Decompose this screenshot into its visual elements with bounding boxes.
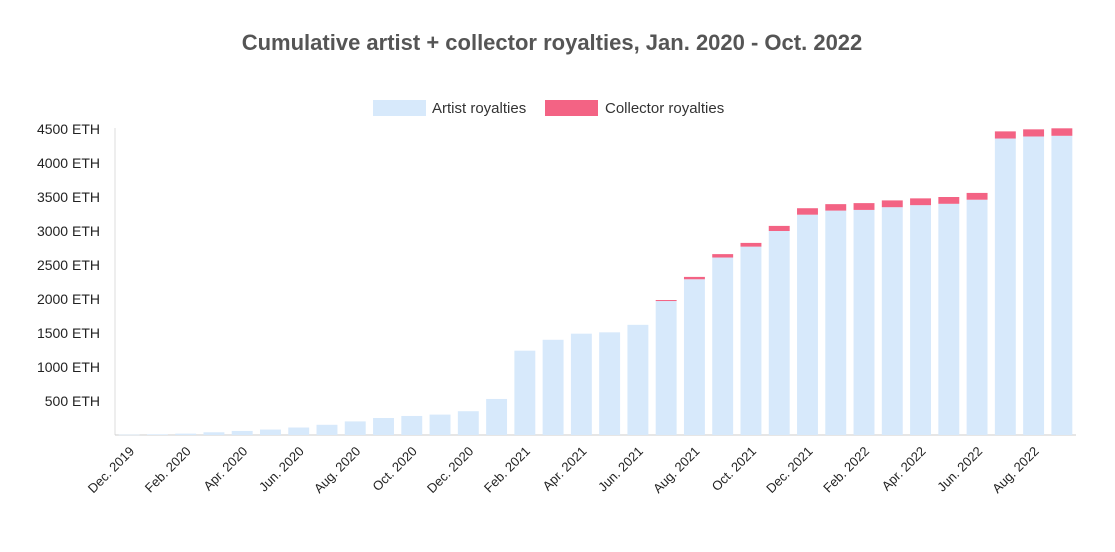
y-tick-label-3500: 3500 ETH bbox=[37, 189, 100, 205]
bar-collector-30[interactable] bbox=[966, 192, 988, 200]
y-tick-label-4500: 4500 ETH bbox=[37, 121, 100, 137]
bar-collector-25[interactable] bbox=[825, 204, 847, 211]
x-tick-label-14: Feb. 2021 bbox=[481, 444, 533, 496]
bar-collector-21[interactable] bbox=[712, 254, 734, 258]
x-tick-label-18: Jun. 2021 bbox=[595, 444, 646, 495]
bar-collector-26[interactable] bbox=[853, 203, 875, 210]
bar-collector-33[interactable] bbox=[1051, 128, 1073, 136]
y-tick-label-4000: 4000 ETH bbox=[37, 155, 100, 171]
bar-artist-12[interactable] bbox=[457, 411, 479, 435]
bar-artist-10[interactable] bbox=[401, 415, 423, 435]
y-tick-label-2500: 2500 ETH bbox=[37, 257, 100, 273]
bar-artist-4[interactable] bbox=[231, 430, 253, 435]
bar-artist-5[interactable] bbox=[260, 429, 281, 435]
y-tick-label-3000: 3000 ETH bbox=[37, 223, 100, 239]
x-tick-label-26: Feb. 2022 bbox=[820, 444, 872, 496]
bar-artist-8[interactable] bbox=[344, 421, 366, 435]
bar-collector-20[interactable] bbox=[683, 276, 705, 280]
bar-artist-6[interactable] bbox=[288, 427, 310, 435]
bar-artist-24[interactable] bbox=[797, 214, 818, 435]
x-axis-ticks: Dec. 2019 Feb. 2020 Apr. 2020 Jun. 2020 Aug.… bbox=[85, 444, 1042, 497]
bar-artist-29[interactable] bbox=[938, 203, 960, 435]
legend-label-artist: Artist royalties bbox=[432, 100, 526, 117]
x-tick-label-16: Apr. 2021 bbox=[540, 444, 590, 494]
legend: Artist royalties Collector royalties bbox=[373, 100, 724, 117]
x-tick-label-0: Dec. 2019 bbox=[85, 444, 138, 497]
legend-item-artist[interactable]: Artist royalties bbox=[373, 100, 526, 117]
bar-artist-7[interactable] bbox=[316, 424, 338, 435]
x-tick-label-30: Jun. 2022 bbox=[934, 444, 985, 495]
bar-artist-9[interactable] bbox=[373, 418, 394, 435]
bar-artist-32[interactable] bbox=[1023, 136, 1045, 436]
x-tick-label-32: Aug. 2022 bbox=[989, 444, 1042, 497]
bar-artist-23[interactable] bbox=[768, 231, 790, 435]
bar-artist-25[interactable] bbox=[825, 210, 847, 435]
y-tick-label-2000: 2000 ETH bbox=[37, 291, 100, 307]
x-tick-label-10: Oct. 2020 bbox=[369, 444, 419, 494]
x-tick-label-8: Aug. 2020 bbox=[311, 444, 364, 497]
x-tick-label-6: Jun. 2020 bbox=[256, 444, 307, 495]
legend-label-collector: Collector royalties bbox=[605, 100, 724, 117]
bar-artist-22[interactable] bbox=[740, 246, 762, 435]
legend-swatch-collector bbox=[545, 100, 598, 116]
bar-artist-16[interactable] bbox=[570, 333, 592, 435]
x-tick-label-20: Aug. 2021 bbox=[650, 444, 703, 497]
bar-collector-24[interactable] bbox=[797, 208, 818, 215]
bar-artist-11[interactable] bbox=[429, 414, 451, 435]
y-tick-label-500: 500 ETH bbox=[45, 393, 100, 409]
x-tick-label-24: Dec. 2021 bbox=[763, 444, 816, 497]
bar-artist-17[interactable] bbox=[599, 332, 621, 435]
bar-artist-18[interactable] bbox=[627, 324, 649, 435]
y-axis-ticks: 500 ETH 1000 ETH 1500 ETH 2000 ETH 2500 ETH 3… bbox=[37, 121, 100, 409]
legend-swatch-artist bbox=[373, 100, 426, 116]
bar-artist-14[interactable] bbox=[514, 350, 536, 435]
y-tick-label-1000: 1000 ETH bbox=[37, 359, 100, 375]
bar-artist-3[interactable] bbox=[203, 432, 225, 435]
x-tick-label-12: Dec. 2020 bbox=[424, 444, 477, 497]
bar-artist-21[interactable] bbox=[712, 257, 734, 435]
bar-artist-2[interactable] bbox=[175, 433, 197, 435]
bar-collector-27[interactable] bbox=[881, 200, 903, 208]
chart-title: Cumulative artist + collector royalties,… bbox=[242, 30, 863, 55]
bar-artist-15[interactable] bbox=[542, 339, 564, 435]
bar-collector-31[interactable] bbox=[994, 131, 1016, 139]
bar-artist-33[interactable] bbox=[1051, 135, 1073, 436]
bar-collector-32[interactable] bbox=[1023, 129, 1045, 137]
y-tick-label-1500: 1500 ETH bbox=[37, 325, 100, 341]
x-tick-label-28: Apr. 2022 bbox=[879, 444, 929, 494]
bar-artist-28[interactable] bbox=[910, 205, 932, 435]
bar-collector-29[interactable] bbox=[938, 197, 960, 204]
bar-artist-13[interactable] bbox=[486, 398, 508, 435]
bar-artist-26[interactable] bbox=[853, 209, 875, 435]
bar-artist-1[interactable] bbox=[146, 434, 168, 435]
bars bbox=[118, 128, 1073, 436]
bar-artist-31[interactable] bbox=[994, 138, 1016, 435]
bar-collector-23[interactable] bbox=[768, 225, 790, 231]
bar-collector-19[interactable] bbox=[655, 300, 677, 302]
x-tick-label-4: Apr. 2020 bbox=[200, 444, 250, 494]
bar-artist-20[interactable] bbox=[683, 279, 705, 435]
bar-artist-19[interactable] bbox=[655, 301, 677, 435]
x-tick-label-2: Feb. 2020 bbox=[142, 444, 194, 496]
x-tick-label-22: Oct. 2021 bbox=[709, 444, 759, 494]
bar-artist-30[interactable] bbox=[966, 199, 988, 435]
legend-item-collector[interactable]: Collector royalties bbox=[545, 100, 724, 117]
bar-artist-0[interactable] bbox=[118, 434, 140, 436]
bar-collector-22[interactable] bbox=[740, 242, 762, 247]
bar-artist-27[interactable] bbox=[881, 207, 903, 435]
bar-collector-28[interactable] bbox=[910, 198, 932, 206]
